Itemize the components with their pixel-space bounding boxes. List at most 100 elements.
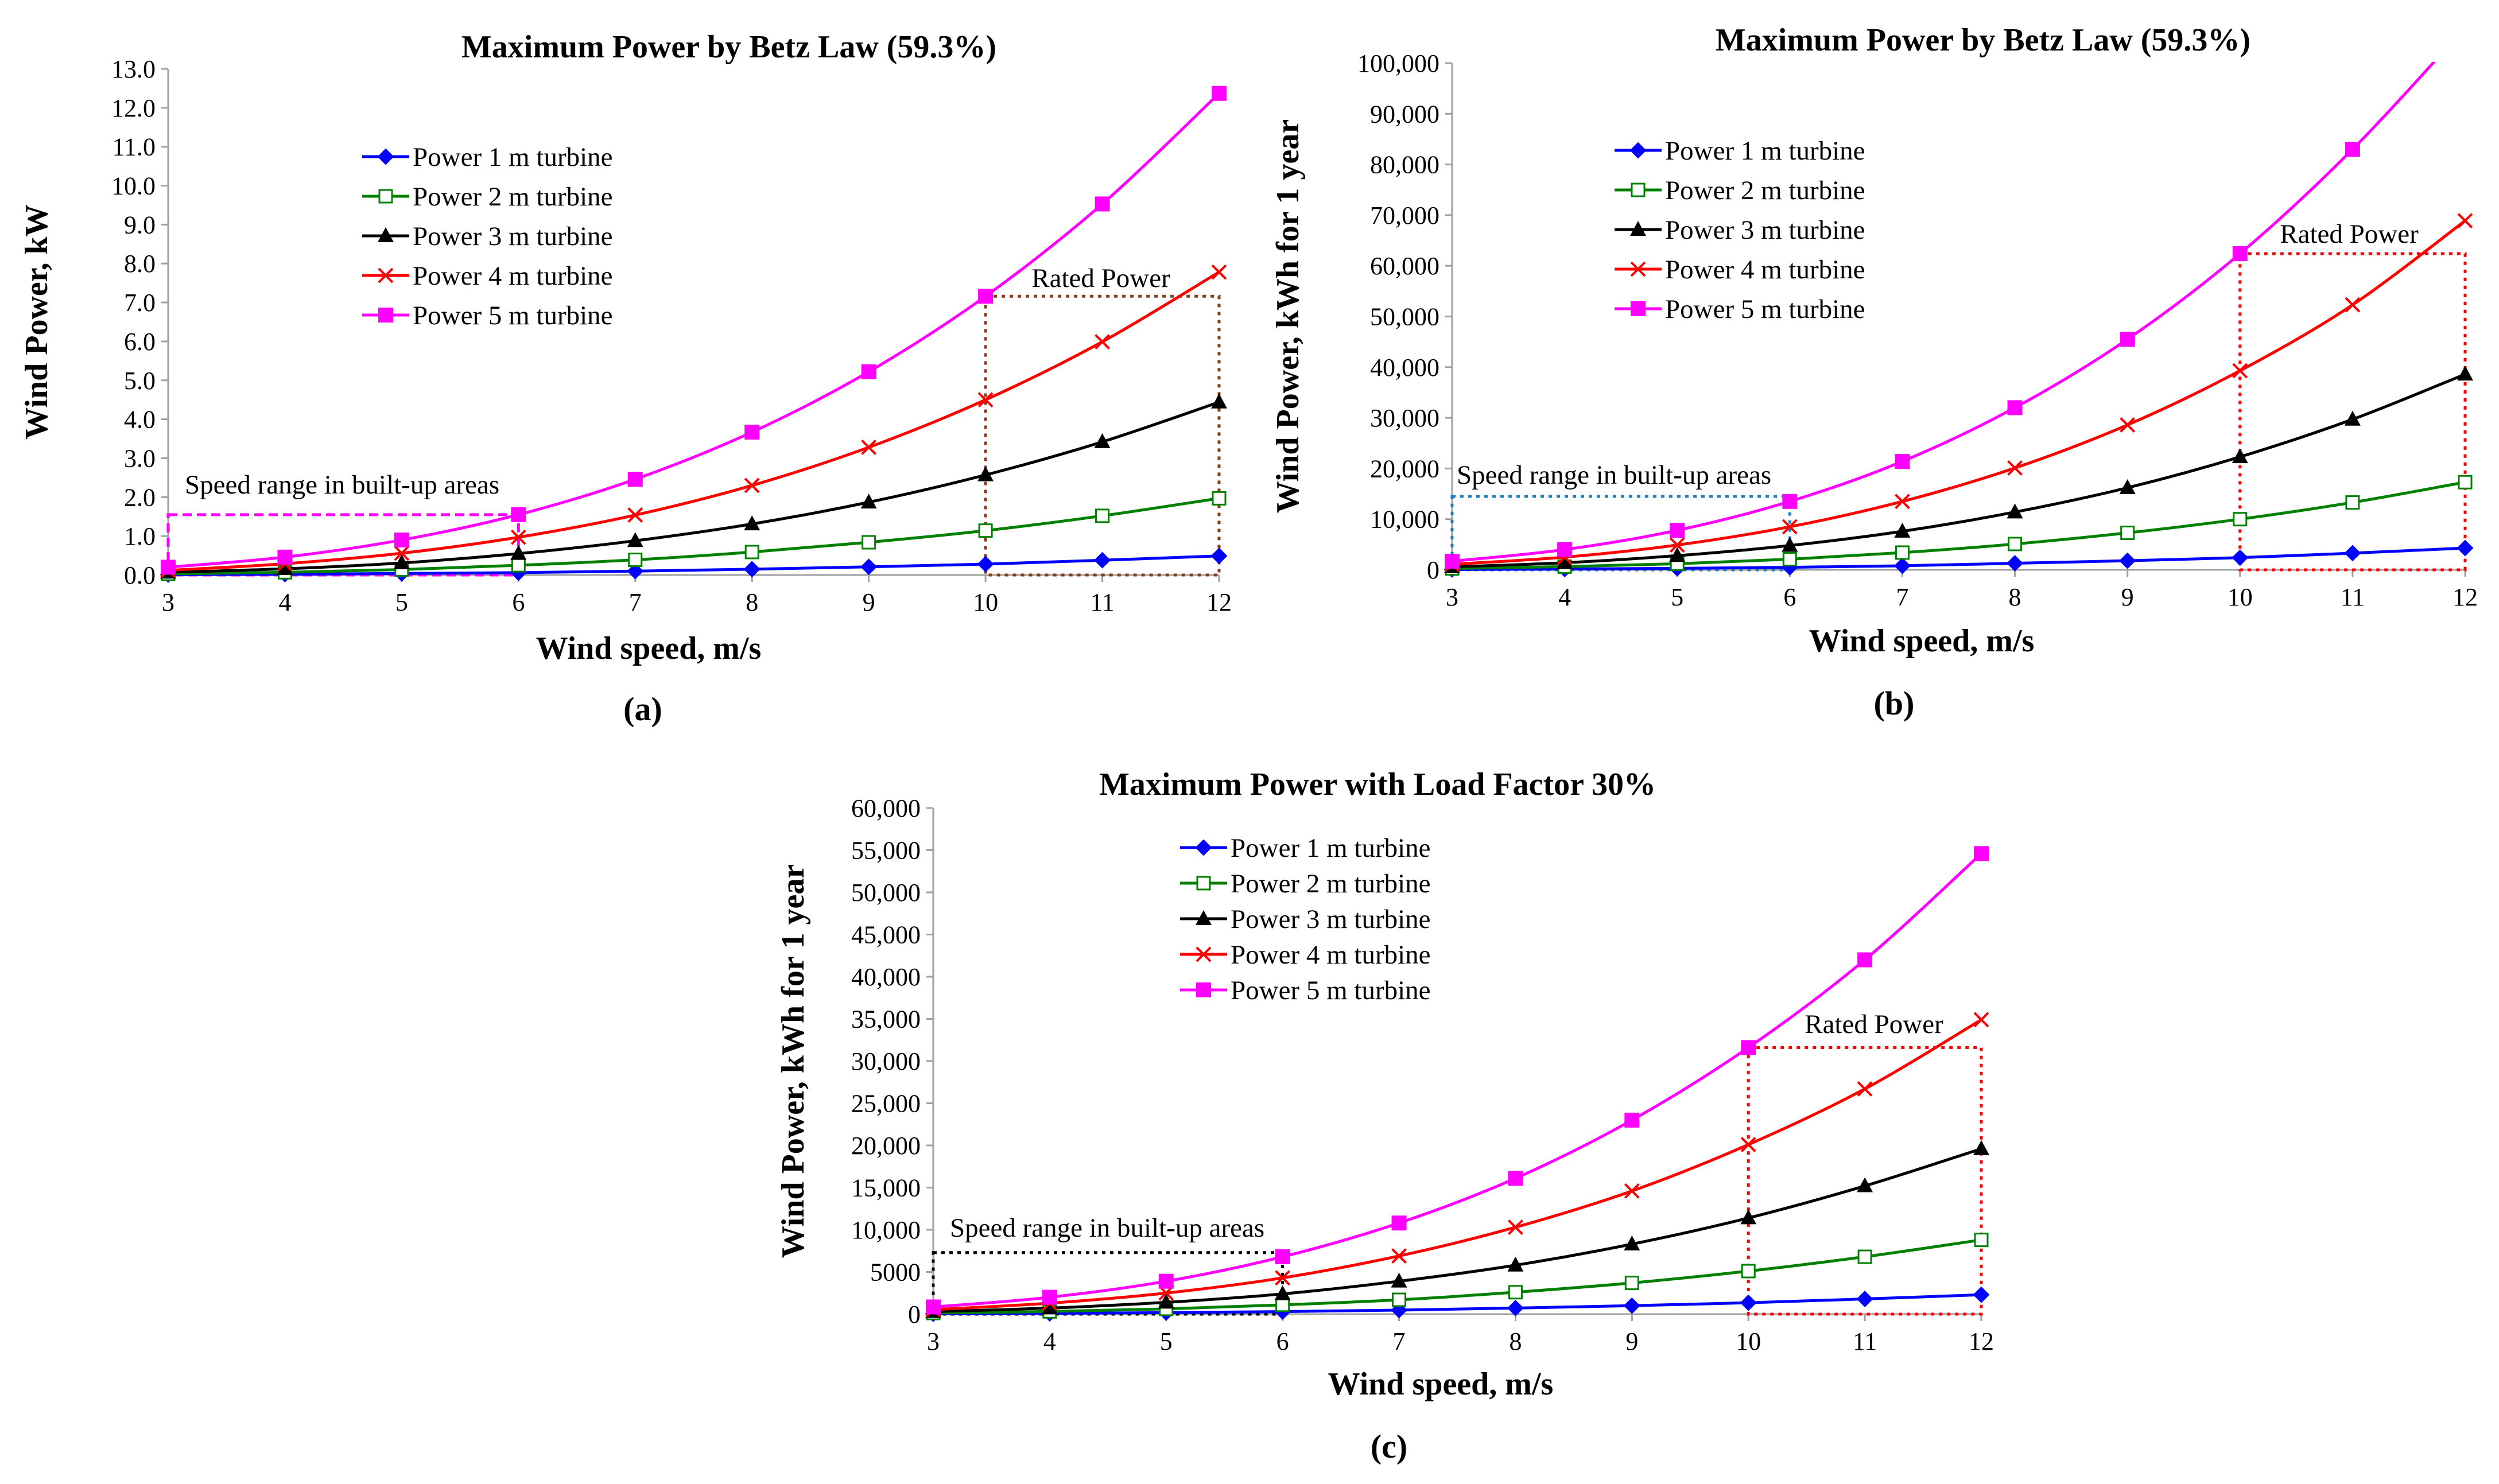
data-point bbox=[744, 515, 760, 531]
y-axis-label: Wind Power, kW bbox=[19, 204, 55, 439]
legend-entry: Power 5 m turbine bbox=[1665, 294, 1865, 324]
data-point bbox=[1391, 1248, 1407, 1264]
x-tick-label: 5 bbox=[1671, 583, 1683, 611]
legend: Power 1 m turbine Power 2 m turbine Power … bbox=[362, 142, 613, 331]
legend-marker bbox=[1196, 876, 1211, 891]
y-tick-label: 20,000 bbox=[851, 1132, 921, 1160]
series-5 bbox=[1445, 20, 2473, 569]
data-point bbox=[2458, 475, 2473, 490]
y-tick-label: 45,000 bbox=[851, 921, 921, 949]
y-tick-label: 20,000 bbox=[1370, 454, 1439, 483]
panel-label: (c) bbox=[1371, 1428, 1407, 1465]
data-point bbox=[2119, 552, 2136, 569]
x-tick-label: 6 bbox=[1783, 583, 1796, 611]
y-tick-label: 80,000 bbox=[1370, 151, 1439, 179]
rated-power-box bbox=[2238, 252, 2467, 572]
series-5 bbox=[161, 86, 1227, 575]
data-point bbox=[510, 545, 527, 560]
data-point bbox=[1392, 1292, 1407, 1307]
data-point bbox=[926, 1299, 941, 1315]
data-point bbox=[1275, 1270, 1291, 1286]
data-point bbox=[393, 554, 410, 569]
data-point bbox=[1507, 1300, 1524, 1316]
data-point bbox=[2120, 332, 2135, 347]
data-point bbox=[1973, 1140, 1989, 1155]
legend-entry: Power 3 m turbine bbox=[1231, 904, 1431, 934]
data-point bbox=[1094, 433, 1111, 448]
data-point bbox=[744, 477, 760, 494]
data-point bbox=[2458, 20, 2473, 35]
data-point bbox=[1623, 1297, 1640, 1314]
data-point bbox=[2457, 213, 2473, 229]
data-point bbox=[1669, 547, 1686, 562]
chart-title: Maximum Power by Betz Law (59.3%) bbox=[1716, 22, 2250, 58]
y-tick-label: 0.0 bbox=[124, 561, 156, 589]
chart-title: Maximum Power by Betz Law (59.3%) bbox=[461, 29, 996, 65]
y-tick-label: 50,000 bbox=[1370, 303, 1439, 331]
series-line bbox=[168, 271, 1220, 572]
x-tick-label: 10 bbox=[973, 588, 998, 616]
series-line bbox=[933, 1147, 1982, 1314]
data-point bbox=[1508, 1171, 1523, 1186]
x-tick-label: 11 bbox=[1090, 588, 1114, 616]
x-tick-label: 7 bbox=[629, 588, 642, 616]
series-line bbox=[1452, 372, 2466, 569]
x-tick-label: 3 bbox=[1446, 583, 1458, 611]
series-line bbox=[933, 1238, 1982, 1315]
series-1 bbox=[1443, 539, 2474, 578]
series-3 bbox=[1444, 366, 2473, 573]
speed-range-box bbox=[166, 513, 520, 577]
y-tick-label: 5.0 bbox=[124, 367, 156, 395]
data-point bbox=[511, 558, 526, 573]
data-point bbox=[1740, 1294, 1757, 1311]
data-point bbox=[1274, 1285, 1291, 1300]
x-tick-label: 8 bbox=[1509, 1327, 1522, 1355]
y-tick-label: 11.0 bbox=[112, 133, 156, 161]
series-line bbox=[1452, 546, 2466, 571]
data-point bbox=[2007, 400, 2023, 415]
data-point bbox=[1974, 1233, 1989, 1248]
x-tick-label: 8 bbox=[2009, 583, 2021, 611]
data-point bbox=[1895, 454, 1910, 469]
legend-marker bbox=[1629, 142, 1647, 159]
data-point bbox=[2232, 448, 2248, 464]
data-point bbox=[860, 494, 877, 509]
legend: Power 1 m turbine Power 2 m turbine Power … bbox=[1615, 136, 1865, 324]
data-point bbox=[2007, 555, 2023, 572]
data-point bbox=[1212, 86, 1227, 101]
data-point bbox=[2344, 545, 2361, 562]
y-tick-label: 0 bbox=[908, 1300, 921, 1328]
y-tick-label: 3.0 bbox=[124, 444, 156, 472]
data-point bbox=[2345, 142, 2360, 157]
legend-entry: Power 3 m turbine bbox=[413, 222, 613, 251]
y-tick-label: 8.0 bbox=[124, 250, 156, 278]
data-point bbox=[2007, 460, 2023, 476]
data-point bbox=[1895, 494, 1910, 510]
series-group bbox=[1443, 20, 2474, 578]
data-point bbox=[1508, 1219, 1523, 1236]
y-tick-label: 15,000 bbox=[851, 1174, 921, 1202]
series-4 bbox=[160, 264, 1227, 578]
legend-marker bbox=[1196, 946, 1212, 962]
data-point bbox=[628, 553, 643, 568]
y-tick-label: 50,000 bbox=[851, 879, 921, 907]
x-tick-label: 12 bbox=[2453, 583, 2478, 611]
data-point bbox=[1275, 1249, 1290, 1265]
x-tick-label: 12 bbox=[1969, 1327, 1994, 1355]
chart-panel-1: Maximum Power by Betz Law (59.3%) 0.0 1.0 2… bbox=[19, 29, 1232, 728]
x-tick-label: 9 bbox=[863, 588, 875, 616]
data-point bbox=[1094, 551, 1111, 569]
data-point bbox=[2119, 479, 2136, 494]
data-point bbox=[1158, 1273, 1174, 1289]
y-axis-label: Wind Power, kWh for 1 year bbox=[1270, 119, 1306, 514]
data-point bbox=[627, 532, 643, 547]
data-point bbox=[1974, 846, 1989, 861]
data-point bbox=[1624, 1276, 1639, 1291]
speed-range-box bbox=[932, 1251, 1285, 1316]
data-point bbox=[1210, 547, 1228, 565]
data-point bbox=[1782, 494, 1798, 509]
series-line bbox=[933, 852, 1982, 1308]
x-tick-label: 9 bbox=[1625, 1327, 1638, 1355]
speed-range-label: Speed range in built-up areas bbox=[185, 470, 499, 500]
